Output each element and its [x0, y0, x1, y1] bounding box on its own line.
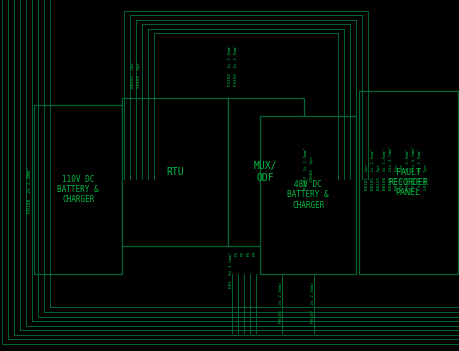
Text: B0108  12x 2.5mm²: B0108 12x 2.5mm² — [388, 145, 392, 190]
Text: B0124  1pr: B0124 1pr — [394, 163, 397, 190]
Text: 110V DC
BATTERY &
CHARGER: 110V DC BATTERY & CHARGER — [57, 175, 99, 204]
Bar — [34, 105, 122, 274]
Bar — [358, 91, 457, 274]
Bar — [259, 116, 356, 274]
Text: P3104  2x 2.5mm²: P3104 2x 2.5mm² — [418, 147, 421, 190]
Text: P3104  12x 2.5mm²: P3104 12x 2.5mm² — [412, 145, 415, 190]
Text: P3102  2x 2.5mm²: P3102 2x 2.5mm² — [234, 44, 237, 86]
Text: P3102  2x 2.5mm²: P3102 2x 2.5mm² — [228, 44, 231, 86]
Text: P0002  2x 2.5mm²: P0002 2x 2.5mm² — [304, 147, 308, 190]
Bar — [227, 98, 303, 246]
Text: P0100  2x 2.5mm²: P0100 2x 2.5mm² — [28, 166, 32, 213]
Text: RTU: RTU — [166, 167, 183, 177]
Text: S0105  5pr: S0105 5pr — [137, 61, 141, 88]
Text: P0106  2x 2.5mm²: P0106 2x 2.5mm² — [278, 281, 282, 323]
Text: P4: P4 — [252, 251, 256, 256]
Text: S0103  1pr: S0103 1pr — [424, 163, 427, 190]
Text: B0108  4x 2.5mm²: B0108 4x 2.5mm² — [382, 147, 386, 190]
Text: B0101  2pr: B0101 2pr — [131, 61, 135, 88]
Text: MUX/
ODF: MUX/ ODF — [253, 161, 277, 183]
Text: FAULT
RECORDER
PANEL: FAULT RECORDER PANEL — [387, 168, 427, 197]
Bar — [122, 98, 227, 246]
Text: D01  8x 1.5mm²: D01 8x 1.5mm² — [229, 251, 232, 288]
Text: P3125  5pr: P3125 5pr — [400, 163, 403, 190]
Text: 48V DC
BATTERY &
CHARGER: 48V DC BATTERY & CHARGER — [287, 180, 328, 210]
Text: B0101  2pr: B0101 2pr — [364, 163, 368, 190]
Text: S0005  5pr: S0005 5pr — [310, 155, 313, 181]
Text: P0107  2x 2.5mm²: P0107 2x 2.5mm² — [310, 281, 314, 323]
Text: P3: P3 — [246, 251, 250, 256]
Text: P1: P1 — [235, 251, 238, 256]
Text: P2: P2 — [241, 251, 244, 256]
Text: B0101  2x 2.5mm²: B0101 2x 2.5mm² — [370, 147, 374, 190]
Text: B0121  5pr: B0121 5pr — [376, 163, 380, 190]
Text: P3125  4x 2.5mm²: P3125 4x 2.5mm² — [406, 147, 409, 190]
